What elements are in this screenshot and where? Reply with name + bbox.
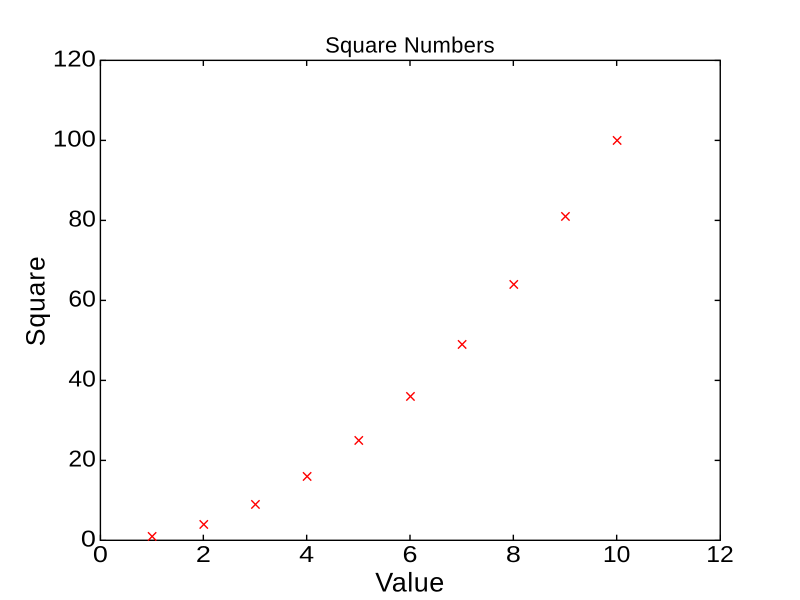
svg-text:6: 6 [403,541,418,567]
svg-text:12: 12 [706,541,734,567]
svg-text:20: 20 [68,445,96,471]
svg-text:10: 10 [603,541,631,567]
svg-text:120: 120 [53,45,96,71]
svg-text:60: 60 [68,285,96,311]
svg-text:4: 4 [299,541,314,567]
svg-text:80: 80 [68,205,96,231]
svg-text:2: 2 [196,541,211,567]
svg-text:0: 0 [93,541,108,567]
svg-text:40: 40 [68,365,96,391]
svg-text:0: 0 [81,526,96,552]
svg-text:Square: Square [20,255,50,346]
svg-text:Square Numbers: Square Numbers [325,33,495,58]
svg-text:8: 8 [506,541,521,567]
svg-text:Value: Value [375,568,445,598]
svg-text:100: 100 [53,125,96,151]
